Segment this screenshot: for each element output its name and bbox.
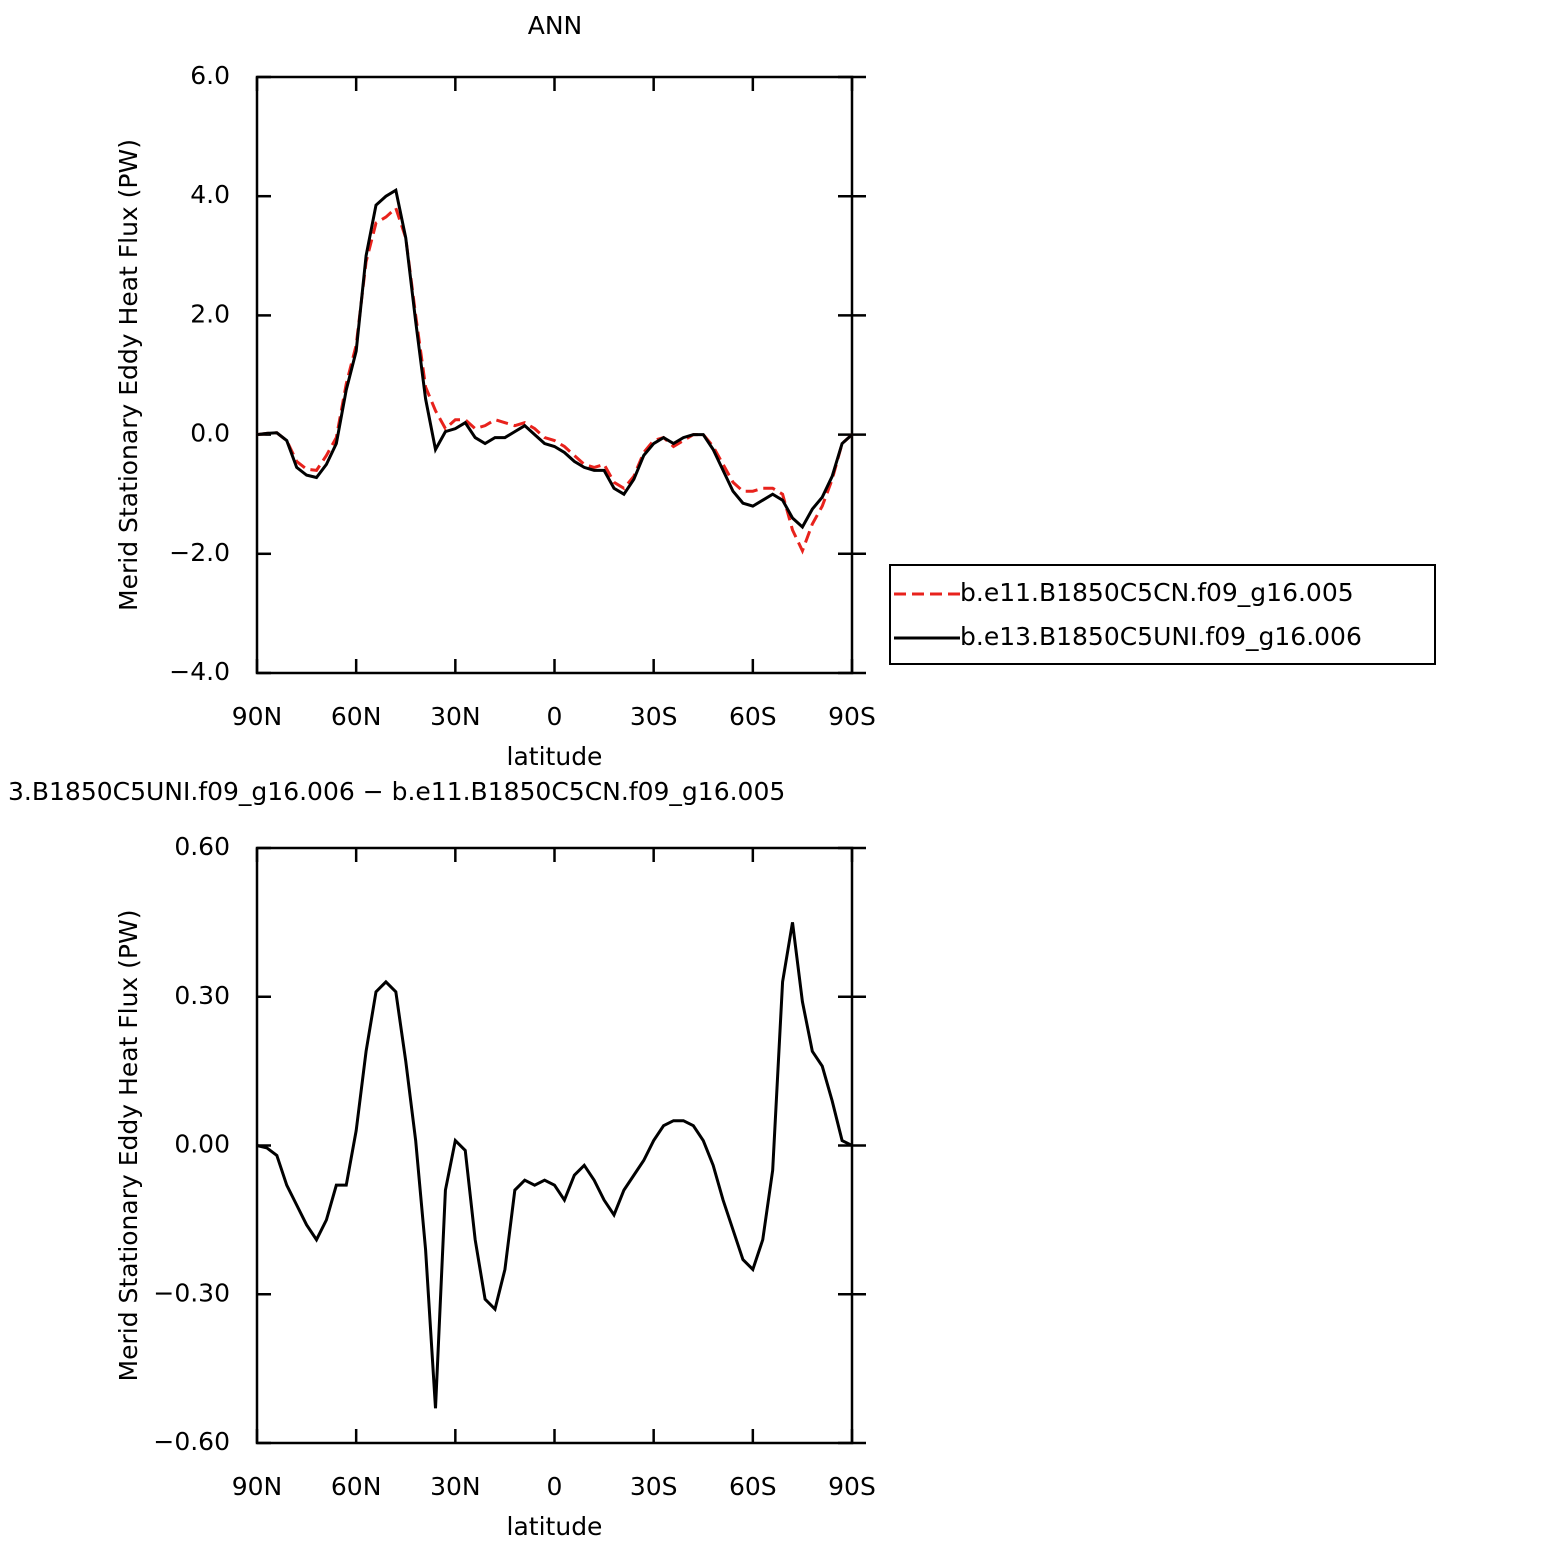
y-tick-label: 4.0 <box>190 180 230 209</box>
x-tick-label: 90S <box>828 1472 876 1501</box>
x-axis-label: latitude <box>507 742 603 771</box>
x-tick-label: 90N <box>232 702 283 731</box>
x-tick-label: 60N <box>331 702 382 731</box>
data-line <box>256 187 854 530</box>
x-tick-label: 90N <box>232 1472 283 1501</box>
x-axis-label: latitude <box>507 1512 603 1541</box>
x-tick-label: 30S <box>630 1472 678 1501</box>
plot-frame <box>255 846 854 1445</box>
chart-title: 3.B1850C5UNI.f09_g16.006 − b.e11.B1850C5… <box>8 777 785 806</box>
plot-frame <box>255 75 854 675</box>
y-tick-label: 2.0 <box>190 299 230 328</box>
legend-label: b.e13.B1850C5UNI.f09_g16.006 <box>960 622 1362 651</box>
x-tick-label: 60S <box>729 1472 777 1501</box>
y-tick-label: −0.30 <box>153 1278 230 1307</box>
y-tick-label: 0.60 <box>174 832 230 861</box>
x-tick-label: 30N <box>430 1472 481 1501</box>
legend-label: b.e11.B1850C5CN.f09_g16.005 <box>960 578 1354 607</box>
y-tick-label: 0.00 <box>174 1130 230 1159</box>
legend-box <box>889 564 1436 665</box>
x-tick-label: 0 <box>547 1472 563 1501</box>
y-tick-label: −4.0 <box>169 657 230 686</box>
x-tick-label: 90S <box>828 702 876 731</box>
x-tick-label: 30S <box>630 702 678 731</box>
y-tick-label: 0.30 <box>174 981 230 1010</box>
y-tick-label: 0.0 <box>190 419 230 448</box>
y-tick-label: −2.0 <box>169 538 230 567</box>
y-tick-label: −0.60 <box>153 1427 230 1456</box>
y-axis-label: Merid Stationary Eddy Heat Flux (PW) <box>114 910 143 1382</box>
x-tick-label: 30N <box>430 702 481 731</box>
chart-title: ANN <box>528 11 583 40</box>
y-axis-label: Merid Stationary Eddy Heat Flux (PW) <box>114 139 143 611</box>
x-tick-label: 60S <box>729 702 777 731</box>
x-tick-label: 0 <box>547 702 563 731</box>
data-line <box>256 205 854 555</box>
data-line <box>256 922 853 1409</box>
y-tick-label: 6.0 <box>190 61 230 90</box>
x-tick-label: 60N <box>331 1472 382 1501</box>
